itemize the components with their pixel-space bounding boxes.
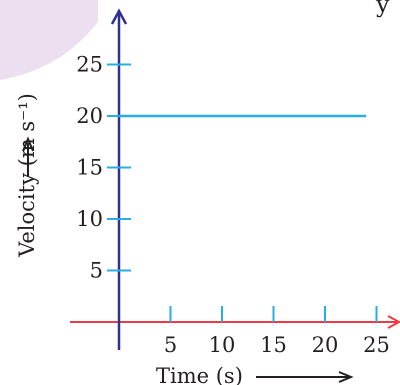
- y-tick-label: 10: [76, 207, 103, 231]
- x-tick-label: 10: [209, 333, 236, 357]
- x-tick-label: 15: [260, 333, 287, 357]
- y-tick-label: 15: [76, 156, 103, 180]
- y-tick-label: 25: [76, 53, 103, 77]
- corner-decoration: [0, 0, 98, 80]
- x-label-arrow: [256, 371, 354, 383]
- y-label-arrow: [22, 136, 34, 176]
- x-tick-label: 20: [312, 333, 339, 357]
- x-tick-label: 5: [164, 333, 177, 357]
- x-tick-label: 25: [363, 333, 390, 357]
- y-tick-label: 20: [76, 104, 103, 128]
- x-axis-arrowhead: [387, 315, 400, 329]
- y-tick-label: 5: [90, 259, 103, 283]
- y-axis-arrowhead: [110, 8, 128, 25]
- y-ticks: 5 10 15 20 25: [76, 53, 131, 283]
- x-ticks: 5 10 15 20 25: [164, 306, 390, 357]
- x-axis-label: Time (s): [156, 364, 243, 385]
- header-fragment: y: [375, 0, 390, 18]
